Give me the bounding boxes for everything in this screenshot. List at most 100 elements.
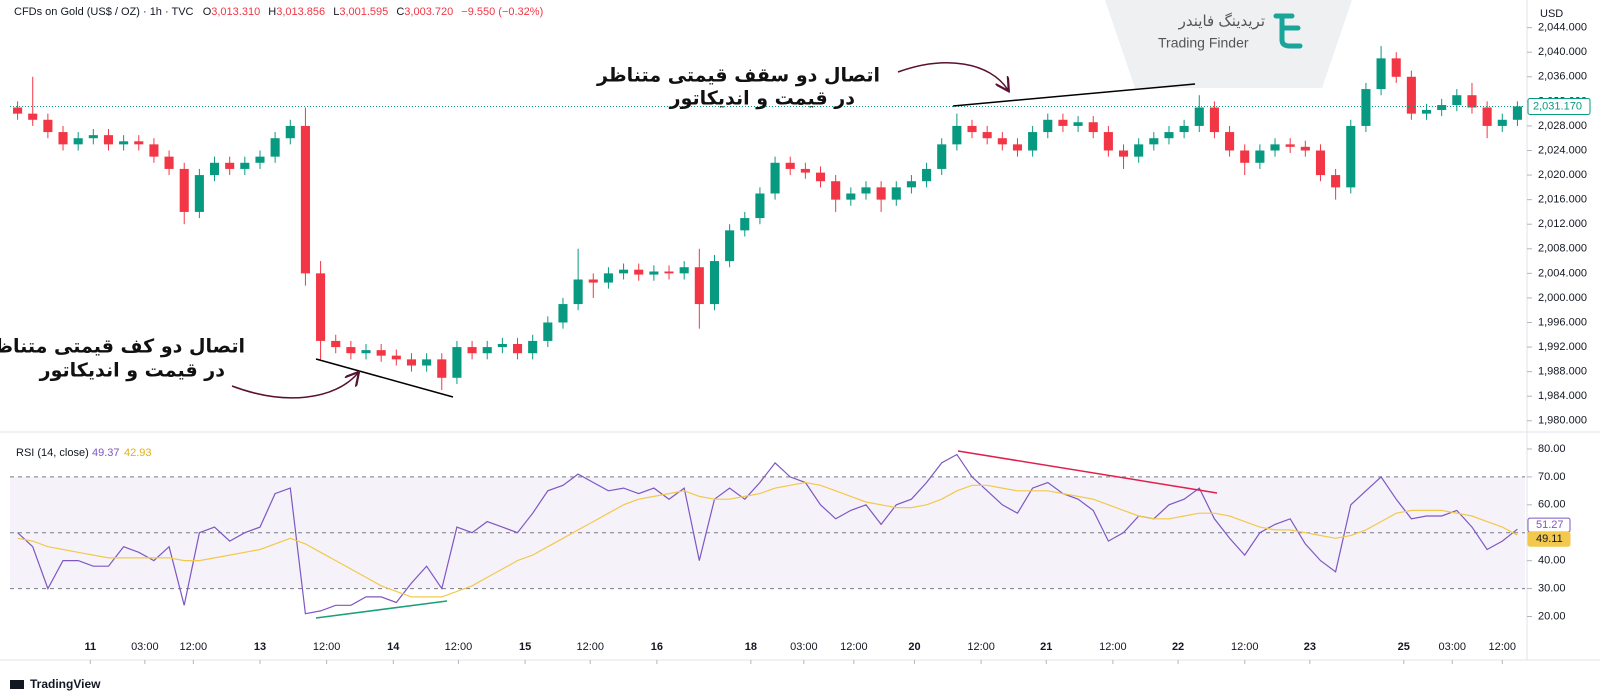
candle-body: [179, 168, 189, 212]
ohlc-value: 3,013.856: [276, 6, 326, 18]
candle-body: [800, 168, 810, 173]
candle-body: [1376, 58, 1386, 90]
candle-body: [1103, 132, 1113, 151]
candle-body: [58, 132, 68, 145]
x-tick-label: 25: [1398, 641, 1410, 653]
y-tick-label: 80.00: [1538, 443, 1566, 455]
candle-body: [815, 172, 826, 182]
candle-body: [73, 138, 83, 145]
x-tick-label: 21: [1040, 641, 1052, 653]
candle-body: [316, 273, 326, 341]
y-tick-label: 2,000.000: [1538, 292, 1587, 304]
candle-body: [997, 138, 1007, 145]
rsi-legend-value: 42.93: [124, 447, 152, 459]
candle-body: [573, 279, 583, 305]
candle-body: [270, 138, 280, 157]
candle-body: [1406, 76, 1416, 114]
y-tick-label: 2,028.000: [1538, 120, 1587, 132]
candle-body: [755, 193, 765, 219]
rsi-legend-value: 49.37: [92, 447, 120, 459]
trendline: [315, 600, 448, 619]
candle-body: [1452, 95, 1462, 106]
x-tick-label: 12:00: [576, 641, 604, 653]
annotation: در قیمت و اندیکاتور: [669, 88, 856, 110]
symbol: CFDs on Gold (US$ / OZ) · 1h · TVC: [14, 6, 194, 18]
y-tick-label: 2,020.000: [1538, 169, 1587, 181]
candle-body: [149, 144, 159, 157]
candle-body: [467, 347, 477, 354]
candle-body: [558, 304, 568, 323]
ohlc-key: L: [333, 6, 340, 18]
candle-body: [1482, 107, 1492, 126]
y-tick-label: 2,036.000: [1538, 71, 1587, 83]
y-tick-label: 2,004.000: [1538, 267, 1587, 279]
candle-body: [361, 350, 371, 354]
logo-fa: تریدینگ فایندر: [1178, 12, 1265, 30]
candle-body: [679, 267, 689, 274]
x-tick-label: 12:00: [967, 641, 995, 653]
candle-body: [1391, 58, 1401, 77]
candle-body: [588, 279, 598, 283]
candle-body: [709, 261, 720, 305]
y-tick-label: 70.00: [1538, 471, 1566, 483]
candle-body: [1300, 146, 1310, 151]
x-tick-label: 12:00: [1099, 641, 1127, 653]
x-tick-label: 12:00: [313, 641, 341, 653]
y-tick-label: 60.00: [1538, 499, 1566, 511]
candle-body: [906, 181, 916, 188]
annotation: اتصال دو سقف قیمتی متناظر: [596, 65, 880, 87]
candle-body: [1255, 150, 1265, 163]
x-tick-label: 11: [84, 641, 96, 653]
x-tick-label: 03:00: [1439, 641, 1467, 653]
candle-body: [43, 119, 53, 133]
candle-body: [770, 162, 780, 194]
candle-body: [649, 271, 659, 275]
candle-body: [1028, 132, 1038, 151]
arrow: [231, 373, 358, 399]
candle-body: [1179, 125, 1189, 133]
candle-body: [634, 269, 644, 275]
x-tick-label: 12:00: [180, 641, 208, 653]
candle-body: [1194, 107, 1204, 126]
ohlc-key: O: [202, 6, 212, 18]
candle-body: [1043, 119, 1053, 133]
candle-body: [240, 162, 250, 169]
y-tick-label: 1,984.000: [1538, 390, 1587, 402]
candle-body: [285, 125, 295, 139]
ohlc-value: 3,013.310: [211, 6, 261, 18]
x-tick-label: 20: [908, 641, 920, 653]
candle-body: [376, 350, 386, 356]
ohlc-key: H: [268, 6, 277, 18]
candle-body: [952, 125, 962, 145]
candle-body: [1164, 132, 1174, 139]
candle-body: [1346, 125, 1356, 188]
x-tick-label: 14: [387, 641, 400, 653]
candle-body: [1225, 132, 1235, 151]
candle-body: [134, 141, 144, 145]
y-tick-label: 1,996.000: [1538, 316, 1587, 328]
header: CFDs on Gold (US$ / OZ) · 1h · TVC O3,01…: [14, 6, 548, 18]
candle-body: [831, 181, 841, 200]
x-tick-label: 12:00: [1489, 641, 1517, 653]
logo-bg: [1105, 0, 1352, 88]
candle-body: [225, 162, 235, 169]
candle-body: [922, 168, 932, 182]
candle-body: [982, 132, 992, 139]
candle-body: [13, 107, 23, 114]
ohlc-key: C: [396, 6, 405, 18]
candle-body: [543, 322, 553, 341]
arrow: [897, 62, 1008, 90]
value-box: [1527, 531, 1571, 547]
candle-body: [88, 135, 98, 139]
candle-body: [1012, 144, 1023, 151]
candle-body: [619, 269, 629, 274]
x-tick-label: 22: [1172, 641, 1184, 653]
x-tick-label: 12:00: [445, 641, 473, 653]
candle-body: [1118, 150, 1129, 157]
y-tick-label: 2,040.000: [1538, 46, 1587, 58]
candle-body: [28, 113, 38, 120]
candle-body: [406, 359, 417, 366]
candle-body: [1437, 105, 1447, 110]
candle-body: [1421, 109, 1432, 114]
